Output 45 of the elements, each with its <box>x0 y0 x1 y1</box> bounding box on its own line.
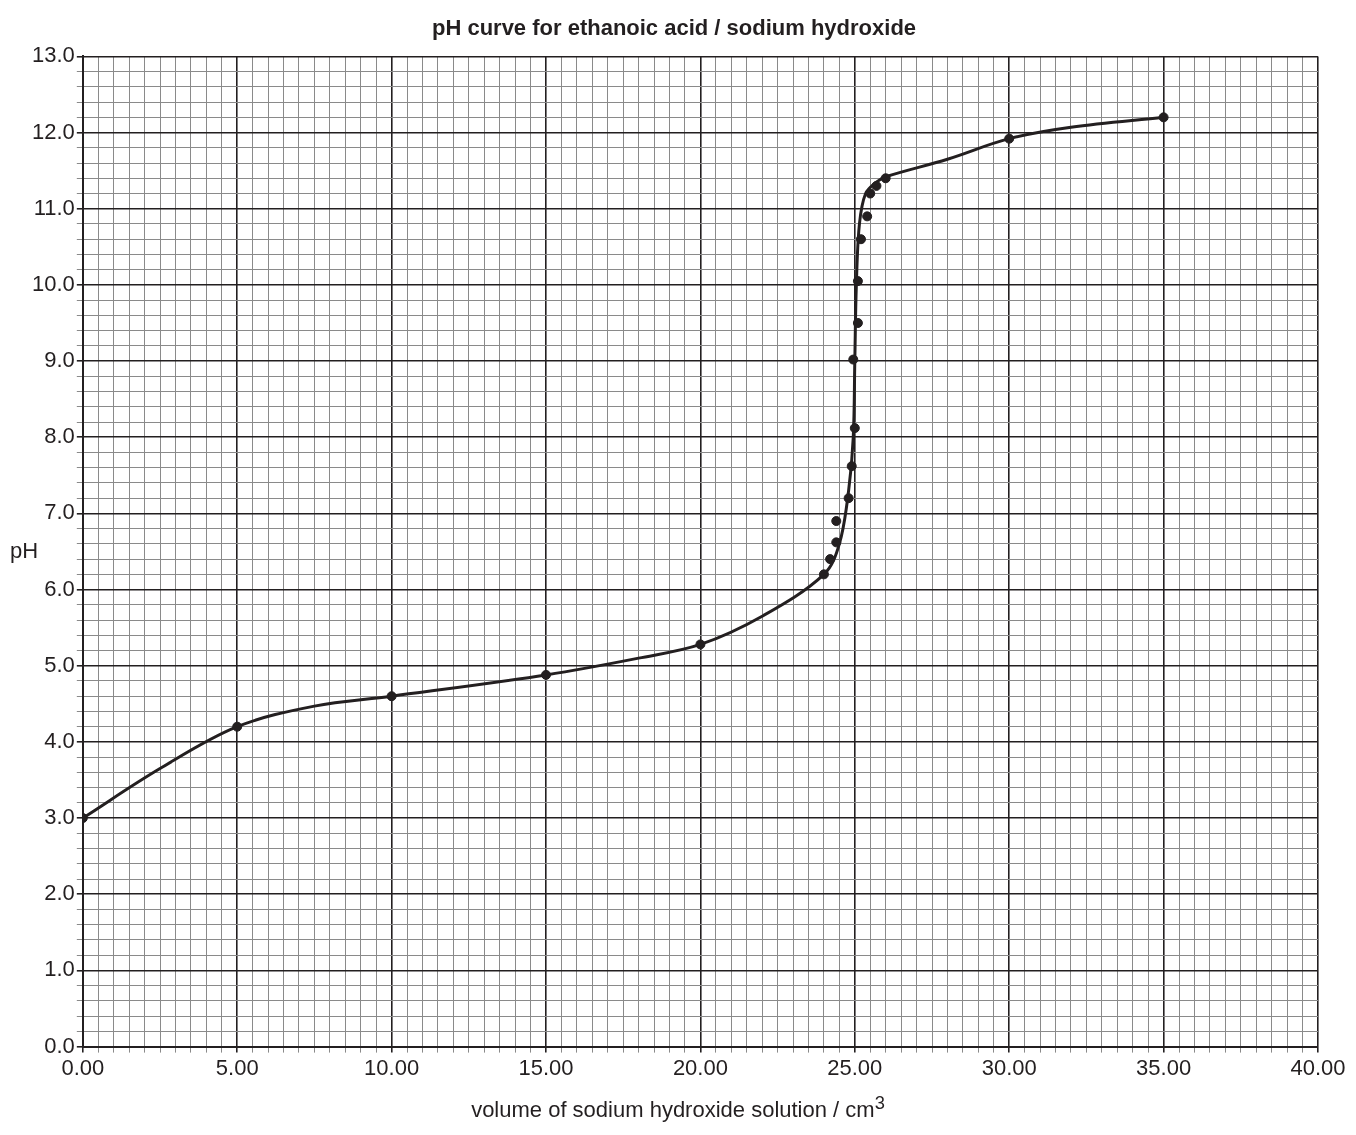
x-tick-label: 40.00 <box>1290 1054 1346 1080</box>
point <box>846 461 857 472</box>
point <box>695 639 706 650</box>
y-tick-label: 6.0 <box>44 575 75 601</box>
point <box>232 721 243 732</box>
point <box>843 493 854 504</box>
point <box>852 317 863 328</box>
point <box>818 569 829 580</box>
x-tick-label: 30.00 <box>981 1054 1037 1080</box>
y-tick-label: 1.0 <box>44 956 75 982</box>
x-tick-label: 10.00 <box>364 1054 420 1080</box>
y-tick-label: 5.0 <box>44 651 75 677</box>
point <box>825 554 836 565</box>
point <box>1158 112 1169 123</box>
point <box>849 423 860 434</box>
point <box>862 211 873 222</box>
point <box>871 180 882 191</box>
y-axis-title: pH <box>10 537 39 563</box>
y-tick-label: 10.0 <box>31 270 75 296</box>
y-tick-label: 3.0 <box>44 804 75 830</box>
point <box>386 691 397 702</box>
y-tick-label: 11.0 <box>33 194 75 220</box>
y-tick-label: 9.0 <box>44 347 75 373</box>
y-tick-label: 7.0 <box>44 499 75 525</box>
point <box>865 188 876 199</box>
x-tick-label: 35.00 <box>1136 1054 1192 1080</box>
point <box>855 234 866 245</box>
y-tick-label: 4.0 <box>44 727 75 753</box>
x-tick-label: 15.00 <box>518 1054 574 1080</box>
point <box>541 669 552 680</box>
y-tick-label: 8.0 <box>44 423 75 449</box>
point <box>831 537 842 548</box>
y-tick-label: 12.0 <box>31 118 75 144</box>
chart-title: pH curve for ethanoic acid / sodium hydroxide <box>431 15 917 41</box>
point <box>880 173 891 184</box>
x-tick-label: 20.00 <box>672 1054 728 1080</box>
x-axis-title: volume of sodium hydroxide solution / cm$^{3}$ <box>470 1092 886 1124</box>
y-tick-label: 2.0 <box>44 880 75 906</box>
x-tick-label: 5.00 <box>215 1054 259 1080</box>
point <box>848 354 859 365</box>
x-tick-label: 25.00 <box>827 1054 883 1080</box>
point <box>831 516 842 527</box>
point <box>852 276 863 287</box>
y-tick-label: 13.0 <box>31 42 75 68</box>
point <box>1004 133 1015 144</box>
